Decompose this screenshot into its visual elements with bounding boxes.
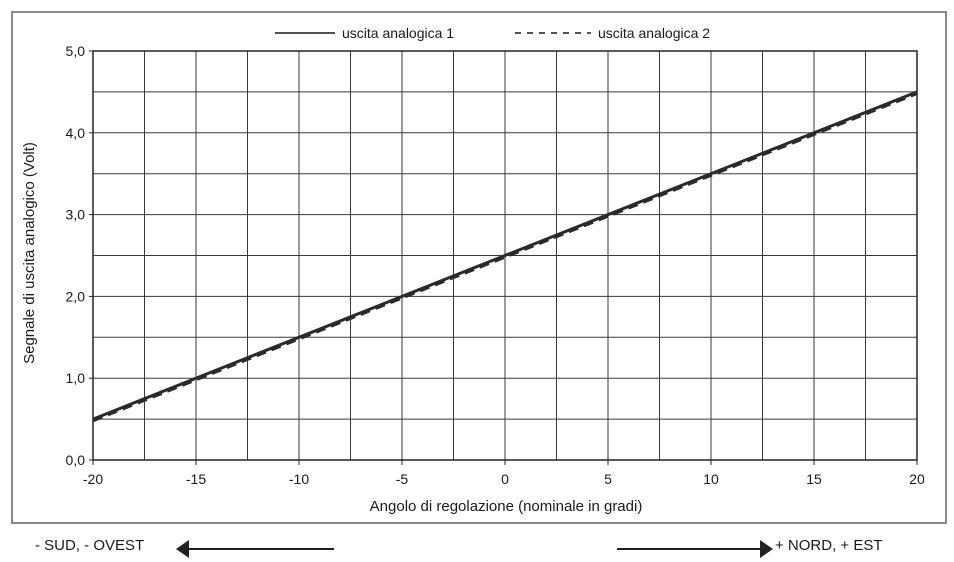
x-tick-label: 20 <box>909 471 925 487</box>
x-tick-label: -20 <box>83 471 103 487</box>
arrow-line-left <box>189 548 334 550</box>
arrowhead-left <box>176 540 189 558</box>
y-axis-label: Segnale di uscita analogico (Volt) <box>21 142 38 364</box>
x-tick-label: -10 <box>289 471 309 487</box>
y-tick-label: 5,0 <box>66 43 86 59</box>
x-tick-label: 0 <box>501 471 509 487</box>
legend-label-series-1: uscita analogica 1 <box>342 25 454 41</box>
arrow-line-right <box>617 548 760 550</box>
y-tick-label: 4,0 <box>66 125 86 141</box>
x-tick-label: -15 <box>186 471 206 487</box>
x-tick-label: 10 <box>703 471 719 487</box>
legend-label-series-2: uscita analogica 2 <box>598 25 710 41</box>
arrowhead-right <box>760 540 773 558</box>
y-tick-label: 0,0 <box>66 452 86 468</box>
x-axis-label: Angolo di regolazione (nominale in gradi… <box>370 498 643 515</box>
series-group <box>92 90 918 423</box>
y-tick-label: 2,0 <box>66 288 86 304</box>
x-tick-label: -5 <box>396 471 409 487</box>
line-chart: -20 -15 -10 -5 0 5 10 15 20 0,0 1,0 2,0 3,0 4,0 5,0 us… <box>21 25 925 515</box>
y-tick-label: 1,0 <box>66 370 86 386</box>
direction-label-right: + NORD, + EST <box>775 537 883 554</box>
x-tick-label: 5 <box>604 471 612 487</box>
series-line-1 <box>92 90 918 421</box>
axes <box>89 50 918 465</box>
tick-labels: -20 -15 -10 -5 0 5 10 15 20 0,0 1,0 2,0 3,0 4,0 5,0 <box>66 43 925 487</box>
x-tick-label: 15 <box>806 471 822 487</box>
series-line-2 <box>92 92 918 423</box>
direction-label-left: - SUD, - OVEST <box>35 537 145 554</box>
legend: uscita analogica 1 uscita analogica 2 <box>275 25 710 41</box>
chart-frame: -20 -15 -10 -5 0 5 10 15 20 0,0 1,0 2,0 3,0 4,0 5,0 us… <box>11 11 947 524</box>
y-tick-label: 3,0 <box>66 207 86 223</box>
